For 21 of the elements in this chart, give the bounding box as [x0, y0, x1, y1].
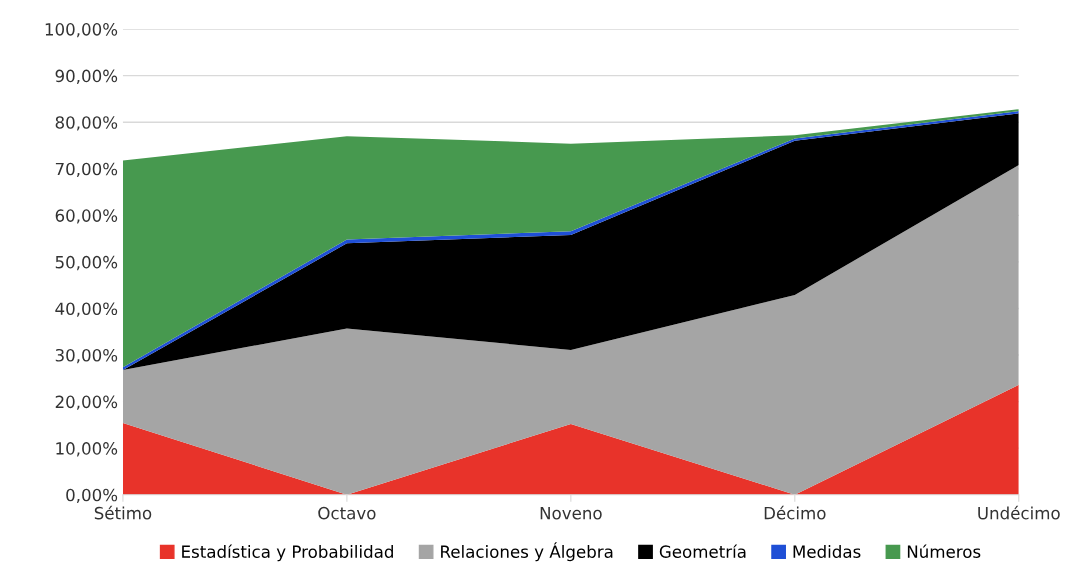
y-tick-label: 100,00%: [45, 23, 118, 38]
legend-label: Relaciones y Álgebra: [441, 542, 613, 562]
y-tick-label: 70,00%: [55, 162, 118, 178]
legend-label: Medidas: [793, 545, 861, 558]
legend-label: Estadística y Probabilidad: [182, 544, 393, 562]
y-tick-label: 80,00%: [55, 116, 118, 131]
y-tick-label: 40,00%: [55, 302, 118, 317]
y-tick-label: 50,00%: [55, 255, 118, 271]
x-tick-label: Sétimo: [94, 505, 152, 520]
y-tick-label: 30,00%: [55, 348, 118, 364]
legend-label: Números: [907, 544, 981, 558]
y-tick-label: 10,00%: [56, 442, 118, 457]
x-tick-label: Octavo: [318, 506, 376, 520]
y-tick-label: 90,00%: [55, 69, 118, 84]
x-tick-label: Undécimo: [978, 505, 1060, 520]
legend-label: Geometría: [659, 544, 746, 558]
x-tick-label: Noveno: [540, 507, 602, 520]
y-tick-label: 20,00%: [55, 395, 118, 410]
y-tick-label: 60,00%: [55, 209, 118, 224]
x-tick-label: Décimo: [764, 505, 826, 520]
y-tick-label: 0,00%: [66, 488, 118, 503]
